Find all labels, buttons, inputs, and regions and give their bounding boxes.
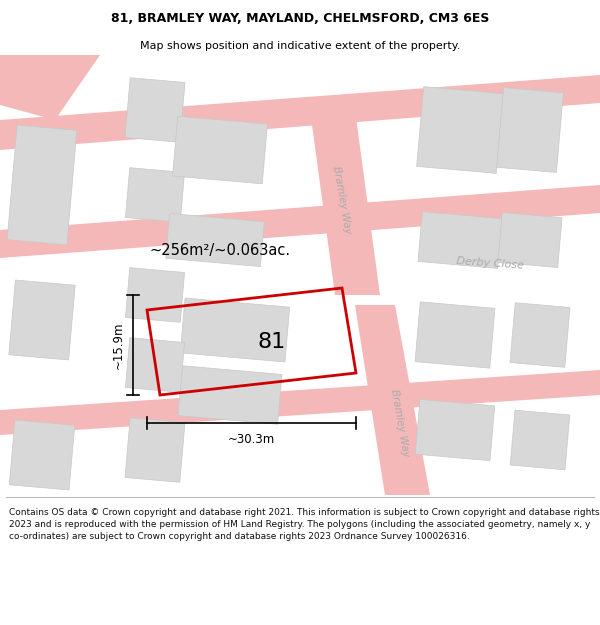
Polygon shape <box>0 55 100 120</box>
Polygon shape <box>125 338 185 392</box>
Polygon shape <box>355 305 430 495</box>
Polygon shape <box>9 280 75 360</box>
Polygon shape <box>0 75 600 150</box>
Text: Bramley Way: Bramley Way <box>331 166 353 234</box>
Polygon shape <box>166 214 264 266</box>
Polygon shape <box>310 110 380 295</box>
Text: ~256m²/~0.063ac.: ~256m²/~0.063ac. <box>149 242 290 258</box>
Polygon shape <box>178 366 282 424</box>
Polygon shape <box>497 88 563 172</box>
Text: ~30.3m: ~30.3m <box>228 433 275 446</box>
Polygon shape <box>0 370 600 435</box>
Polygon shape <box>418 212 502 268</box>
Polygon shape <box>7 125 77 245</box>
Text: Derby Close: Derby Close <box>456 256 524 271</box>
Polygon shape <box>415 302 495 368</box>
Polygon shape <box>498 213 562 268</box>
Text: Bramley Way: Bramley Way <box>389 388 411 458</box>
Polygon shape <box>181 298 290 362</box>
Polygon shape <box>173 116 268 184</box>
Polygon shape <box>0 185 600 258</box>
Text: Map shows position and indicative extent of the property.: Map shows position and indicative extent… <box>140 41 460 51</box>
Text: ~15.9m: ~15.9m <box>112 321 125 369</box>
Polygon shape <box>125 268 185 322</box>
Polygon shape <box>125 418 185 482</box>
Polygon shape <box>9 420 75 490</box>
Polygon shape <box>125 78 185 142</box>
Text: 81, BRAMLEY WAY, MAYLAND, CHELMSFORD, CM3 6ES: 81, BRAMLEY WAY, MAYLAND, CHELMSFORD, CM… <box>111 12 489 25</box>
Polygon shape <box>415 399 495 461</box>
Polygon shape <box>510 302 570 368</box>
Polygon shape <box>416 87 503 173</box>
Polygon shape <box>125 168 185 222</box>
Text: 81: 81 <box>257 331 286 351</box>
Text: Contains OS data © Crown copyright and database right 2021. This information is : Contains OS data © Crown copyright and d… <box>9 508 599 541</box>
Polygon shape <box>510 410 570 470</box>
